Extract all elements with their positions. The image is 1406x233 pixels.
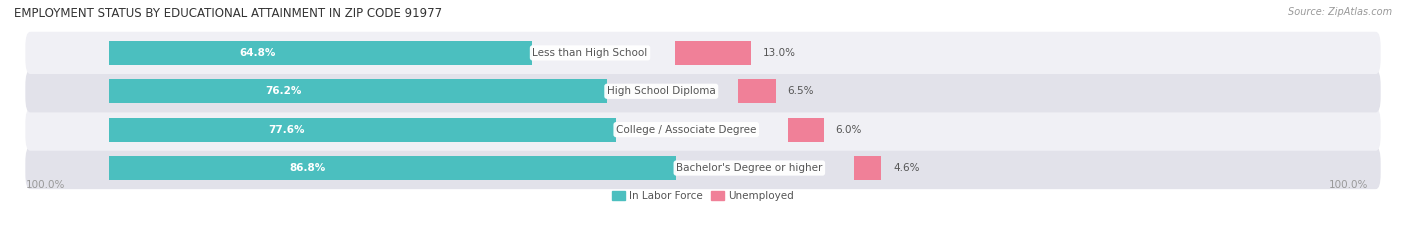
Bar [110, 118, 616, 142]
Text: College / Associate Degree: College / Associate Degree [616, 125, 756, 135]
Text: 76.2%: 76.2% [266, 86, 301, 96]
Legend: In Labor Force, Unemployed: In Labor Force, Unemployed [609, 187, 797, 206]
Text: 64.8%: 64.8% [239, 48, 276, 58]
Text: High School Diploma: High School Diploma [607, 86, 716, 96]
Text: 100.0%: 100.0% [1329, 180, 1368, 190]
Text: 4.6%: 4.6% [893, 163, 920, 173]
Bar [738, 79, 776, 103]
Text: 13.0%: 13.0% [763, 48, 796, 58]
Bar [855, 156, 882, 180]
Text: Less than High School: Less than High School [533, 48, 648, 58]
FancyBboxPatch shape [25, 147, 1381, 189]
Text: Bachelor's Degree or higher: Bachelor's Degree or higher [676, 163, 823, 173]
FancyBboxPatch shape [25, 32, 1381, 74]
Text: 100.0%: 100.0% [25, 180, 65, 190]
Text: 6.0%: 6.0% [835, 125, 862, 135]
FancyBboxPatch shape [25, 109, 1381, 151]
Text: 86.8%: 86.8% [290, 163, 326, 173]
Text: 6.5%: 6.5% [787, 86, 814, 96]
Text: EMPLOYMENT STATUS BY EDUCATIONAL ATTAINMENT IN ZIP CODE 91977: EMPLOYMENT STATUS BY EDUCATIONAL ATTAINM… [14, 7, 441, 20]
Bar [675, 41, 751, 65]
Bar [789, 118, 824, 142]
Text: 77.6%: 77.6% [269, 125, 305, 135]
Bar [110, 41, 533, 65]
Bar [110, 156, 676, 180]
FancyBboxPatch shape [25, 70, 1381, 112]
Text: Source: ZipAtlas.com: Source: ZipAtlas.com [1288, 7, 1392, 17]
Bar [110, 79, 607, 103]
